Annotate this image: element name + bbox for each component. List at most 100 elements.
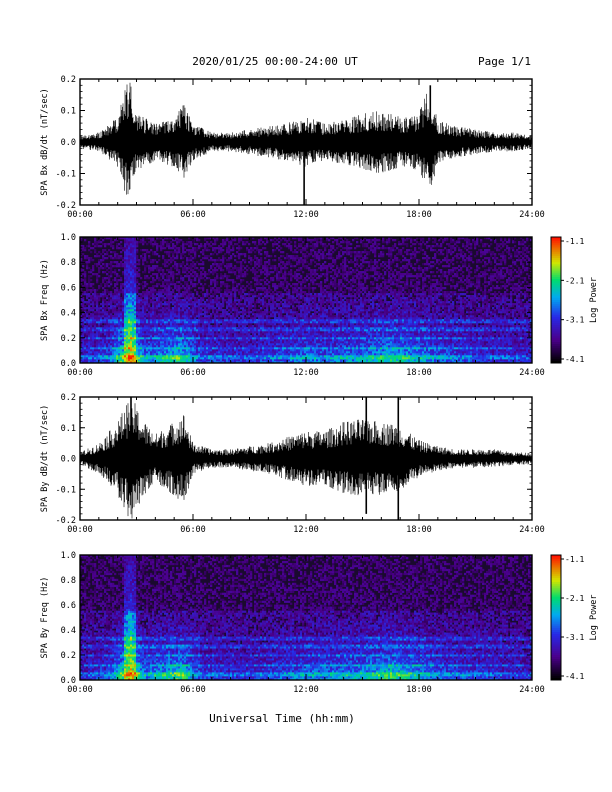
spectrogram-cell — [278, 321, 281, 324]
spectrogram-cell — [232, 245, 235, 248]
spectrogram-cell — [238, 357, 241, 360]
spectrogram-cell — [214, 341, 217, 344]
spectrogram-cell — [94, 307, 97, 310]
spectrogram-cell — [266, 283, 269, 286]
spectrogram-cell — [102, 271, 105, 274]
spectrogram-cell — [132, 323, 135, 326]
spectrogram-cell — [258, 261, 261, 264]
spectrogram-cell — [132, 273, 135, 276]
spectrogram-cell — [170, 269, 173, 272]
spectrogram-cell — [144, 343, 147, 346]
spectrogram-cell — [266, 255, 269, 258]
spectrogram-cell — [248, 337, 251, 340]
spectrogram-cell — [136, 347, 139, 350]
spectrogram-cell — [232, 357, 235, 360]
spectrogram-cell — [114, 285, 117, 288]
spectrogram-cell — [150, 313, 153, 316]
spectrogram-cell — [218, 297, 221, 300]
spectrogram-cell — [170, 321, 173, 324]
spectrogram-cell — [122, 347, 125, 350]
spectrogram-cell — [184, 281, 187, 284]
spectrogram-cell — [228, 315, 231, 318]
spectrogram-cell — [128, 255, 131, 258]
spectrogram-cell — [174, 245, 177, 248]
spectrogram-cell — [278, 263, 281, 266]
spectrogram-cell — [266, 253, 269, 256]
spectrogram-cell — [148, 303, 151, 306]
spectrogram-cell — [182, 249, 185, 252]
spectrogram-cell — [280, 359, 283, 362]
spectrogram-cell — [262, 329, 265, 332]
spectrogram-cell — [180, 279, 183, 282]
spectrogram-cell — [154, 349, 157, 352]
spectrogram-cell — [268, 301, 271, 304]
spectrogram-cell — [198, 331, 201, 334]
spectrogram-cell — [242, 295, 245, 298]
spectrogram-cell — [204, 349, 207, 352]
spectrogram-cell — [240, 329, 243, 332]
spectrogram-cell — [80, 359, 83, 362]
spectrogram-cell — [174, 237, 177, 240]
spectrogram-cell — [174, 311, 177, 314]
spectrogram-cell — [254, 295, 257, 298]
spectrogram-cell — [96, 317, 99, 320]
plot-area — [80, 237, 532, 363]
spectrogram-cell — [122, 285, 125, 288]
spectrogram-cell — [194, 263, 197, 266]
spectrogram-cell — [226, 329, 229, 332]
spectrogram-cell — [218, 343, 221, 346]
spectrogram-cell — [110, 347, 113, 350]
spectrogram-cell — [196, 315, 199, 318]
spectrogram-cell — [150, 307, 153, 310]
spectrogram-cell — [148, 241, 151, 244]
spectrogram-cell — [118, 345, 121, 348]
spectrogram-cell — [228, 309, 231, 312]
spectrogram-cell — [242, 315, 245, 318]
spectrogram-cell — [132, 311, 135, 314]
spectrogram-cell — [162, 347, 165, 350]
spectrogram-cell — [224, 265, 227, 268]
spectrogram-cell — [232, 359, 235, 362]
spectrogram-cell — [252, 267, 255, 270]
spectrogram-cell — [170, 323, 173, 326]
spectrogram-cell — [128, 251, 131, 254]
spectrogram-cell — [184, 357, 187, 360]
spectrogram-cell — [182, 309, 185, 312]
spectrogram-cell — [160, 351, 163, 354]
spectrogram-cell — [96, 311, 99, 314]
spectrogram-cell — [270, 359, 273, 362]
spectrogram-cell — [258, 341, 261, 344]
spectrogram-cell — [94, 343, 97, 346]
spectrogram-cell — [278, 317, 281, 320]
spectrogram-cell — [166, 319, 169, 322]
spectrogram-cell — [224, 289, 227, 292]
spectrogram-cell — [128, 295, 131, 298]
spectrogram-cell — [242, 289, 245, 292]
spectrogram-cell — [130, 289, 133, 292]
spectrogram-cell — [164, 315, 167, 318]
spectrogram-cell — [252, 259, 255, 262]
spectrogram-cell — [278, 325, 281, 328]
spectrogram-cell — [268, 315, 271, 318]
spectrogram-cell — [130, 287, 133, 290]
spectrogram-cell — [200, 307, 203, 310]
spectrogram-cell — [256, 249, 259, 252]
spectrogram-cell — [130, 247, 133, 250]
spectrogram-cell — [108, 339, 111, 342]
spectrogram-cell — [254, 347, 257, 350]
spectrogram-cell — [176, 323, 179, 326]
spectrogram-cell — [166, 317, 169, 320]
spectrogram-cell — [278, 305, 281, 308]
spectrogram-cell — [146, 251, 149, 254]
spectrogram-cell — [214, 347, 217, 350]
spectrogram-cell — [158, 359, 161, 362]
spectrogram-cell — [82, 297, 85, 300]
spectrogram-cell — [264, 303, 267, 306]
spectrogram-cell — [172, 291, 175, 294]
spectrogram-cell — [88, 275, 91, 278]
spectrogram-cell — [260, 319, 263, 322]
spectrogram-cell — [222, 241, 225, 244]
spectrogram-cell — [262, 267, 265, 270]
spectrogram-cell — [84, 285, 87, 288]
spectrogram-cell — [122, 283, 125, 286]
